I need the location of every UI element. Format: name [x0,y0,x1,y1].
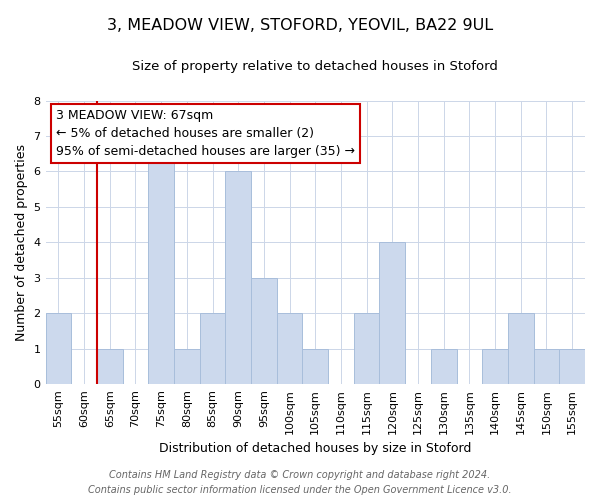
Text: Contains HM Land Registry data © Crown copyright and database right 2024.
Contai: Contains HM Land Registry data © Crown c… [88,470,512,495]
Bar [302,348,328,384]
Bar [533,348,559,384]
Bar [277,313,302,384]
Title: Size of property relative to detached houses in Stoford: Size of property relative to detached ho… [133,60,498,73]
Bar [46,313,71,384]
Y-axis label: Number of detached properties: Number of detached properties [15,144,28,340]
Bar [148,136,174,384]
Bar [174,348,200,384]
Bar [97,348,122,384]
Bar [226,172,251,384]
Bar [354,313,379,384]
Bar [379,242,405,384]
Bar [251,278,277,384]
Text: 3, MEADOW VIEW, STOFORD, YEOVIL, BA22 9UL: 3, MEADOW VIEW, STOFORD, YEOVIL, BA22 9U… [107,18,493,32]
Bar [559,348,585,384]
Text: 3 MEADOW VIEW: 67sqm
← 5% of detached houses are smaller (2)
95% of semi-detache: 3 MEADOW VIEW: 67sqm ← 5% of detached ho… [56,109,355,158]
Bar [200,313,226,384]
Bar [508,313,533,384]
Bar [431,348,457,384]
X-axis label: Distribution of detached houses by size in Stoford: Distribution of detached houses by size … [159,442,472,455]
Bar [482,348,508,384]
